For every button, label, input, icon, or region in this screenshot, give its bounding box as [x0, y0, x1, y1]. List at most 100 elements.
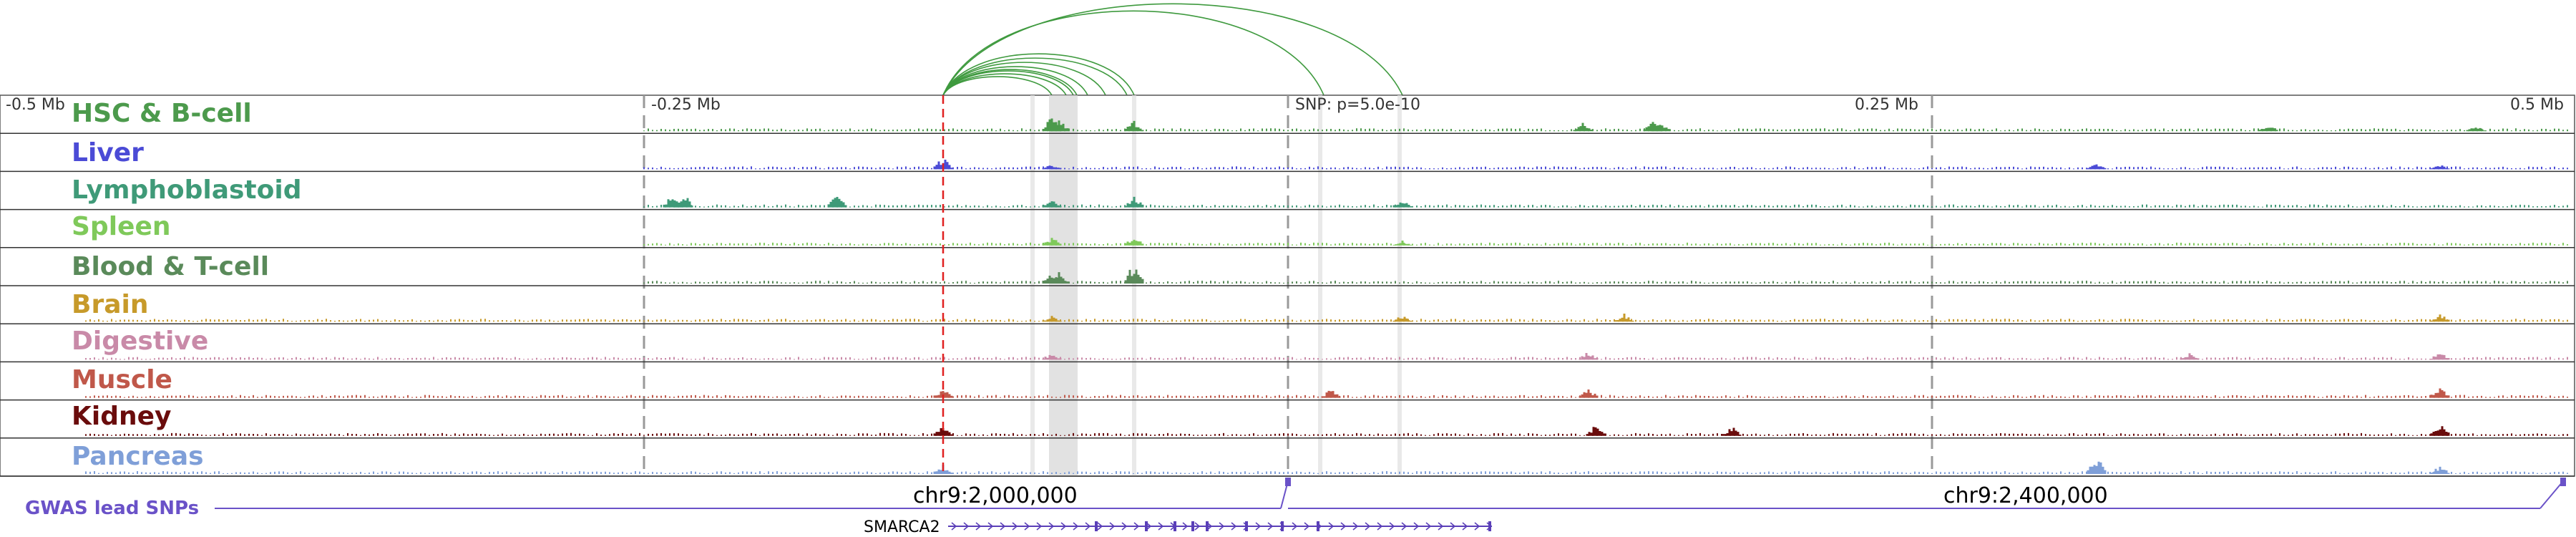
signal-peak — [2430, 388, 2450, 398]
signal-noise — [85, 357, 2568, 360]
signal-noise — [85, 319, 2568, 322]
signal-peak — [1321, 390, 1341, 398]
track-group — [0, 118, 2575, 477]
gene-exon — [1145, 521, 1148, 531]
signal-peak — [2430, 466, 2450, 474]
signal-peak — [827, 197, 847, 208]
strand-arrow — [1377, 522, 1383, 531]
strand-arrow — [1097, 522, 1103, 531]
track-5 — [0, 314, 2575, 324]
strand-arrow — [1450, 522, 1456, 531]
axis-label-snp: SNP: p=5.0e-10 — [1295, 96, 1420, 114]
strand-arrow — [1292, 522, 1298, 531]
strand-arrow — [1048, 522, 1055, 531]
signal-peak — [1042, 201, 1062, 208]
signal-peak — [2180, 353, 2200, 360]
strand-arrow — [1365, 522, 1371, 531]
signal-peak — [1722, 427, 1742, 436]
loop-arc — [942, 3, 1403, 96]
signal-peak — [1042, 316, 1062, 322]
signal-peak — [2430, 314, 2450, 322]
loop-arc — [942, 53, 1135, 96]
track-label-kidney: Kidney — [72, 402, 172, 431]
signal-peak — [1573, 122, 1593, 132]
strand-arrow — [1413, 522, 1420, 531]
signal-noise — [643, 242, 2568, 246]
axis-label-mid-left: -0.25 Mb — [651, 96, 721, 114]
track-label-muscle: Muscle — [72, 365, 172, 395]
track-7 — [0, 388, 2575, 401]
loop-arc — [942, 10, 1324, 96]
signal-peak — [1042, 238, 1062, 246]
strand-arrow — [1438, 522, 1444, 531]
track-0 — [0, 118, 2575, 134]
axis-label-left: -0.5 Mb — [6, 96, 65, 114]
strand-arrow — [1304, 522, 1310, 531]
strand-arrow — [963, 522, 970, 531]
track-1 — [0, 160, 2575, 173]
signal-noise — [643, 166, 2568, 170]
signal-peak — [1049, 120, 1069, 132]
chromatin-loop-arcs — [942, 3, 1403, 96]
track-label-blood-t-cell: Blood & T-cell — [72, 252, 269, 281]
gene-exon — [1317, 521, 1319, 531]
gene-exon — [1206, 521, 1209, 531]
gene-track: SMARCA2 — [864, 518, 1493, 536]
gene-label: SMARCA2 — [864, 518, 940, 536]
signal-peak — [1392, 202, 1413, 208]
axis-label-right: 0.5 Mb — [2510, 96, 2564, 114]
strand-arrow — [1121, 522, 1128, 531]
gene-exon — [1488, 521, 1491, 531]
signal-peak — [1124, 239, 1144, 246]
strand-arrow — [1389, 522, 1395, 531]
signal-peak — [1650, 125, 1670, 132]
track-3 — [0, 238, 2575, 248]
strand-arrow — [1036, 522, 1043, 531]
gwas-track: GWAS lead SNPs — [25, 478, 2566, 519]
signal-peak — [673, 198, 693, 208]
strand-arrow — [975, 522, 982, 531]
loop-arc — [942, 62, 1106, 96]
signal-peak — [1614, 314, 1634, 322]
gene-exon — [1095, 521, 1098, 531]
strand-arrow — [1073, 522, 1079, 531]
signal-peak — [1049, 272, 1069, 284]
signal-peak — [1124, 269, 1144, 284]
signal-peak — [2087, 164, 2107, 170]
strand-arrow — [1060, 522, 1067, 531]
signal-noise — [85, 432, 2568, 436]
signal-noise — [643, 128, 2568, 132]
gwas-label: GWAS lead SNPs — [25, 498, 199, 519]
strand-arrow — [1328, 522, 1335, 531]
gene-exon — [1281, 521, 1284, 531]
strand-arrow — [1158, 522, 1164, 531]
signal-peak — [933, 427, 953, 436]
track-label-brain: Brain — [72, 290, 148, 319]
strand-arrow — [1000, 522, 1006, 531]
strand-arrow — [1352, 522, 1359, 531]
axis-label-mid-right: 0.25 Mb — [1855, 96, 1918, 114]
strand-arrow — [1109, 522, 1116, 531]
strand-arrow — [1133, 522, 1140, 531]
gwas-snp-marker-left — [1285, 478, 1291, 486]
signal-peak — [933, 391, 953, 398]
signal-peak — [1042, 354, 1062, 360]
track-6 — [0, 353, 2575, 363]
track-label-liver: Liver — [72, 138, 144, 168]
signal-peak — [2258, 127, 2278, 132]
strand-arrow — [1401, 522, 1407, 531]
gwas-snp-marker-right — [2560, 478, 2566, 486]
track-label-pancreas: Pancreas — [72, 442, 204, 471]
signal-peak — [1579, 389, 1599, 398]
signal-peak — [2466, 127, 2486, 132]
loop-arc — [942, 70, 1074, 96]
strand-arrow — [1012, 522, 1018, 531]
strand-arrow — [1231, 522, 1237, 531]
signal-peak — [2087, 461, 2107, 474]
strand-arrow — [1255, 522, 1262, 531]
signal-peak — [2430, 354, 2450, 360]
signal-peak — [1042, 165, 1062, 170]
strand-arrow — [1340, 522, 1347, 531]
gene-exon — [1191, 521, 1194, 531]
strand-arrow — [1219, 522, 1225, 531]
